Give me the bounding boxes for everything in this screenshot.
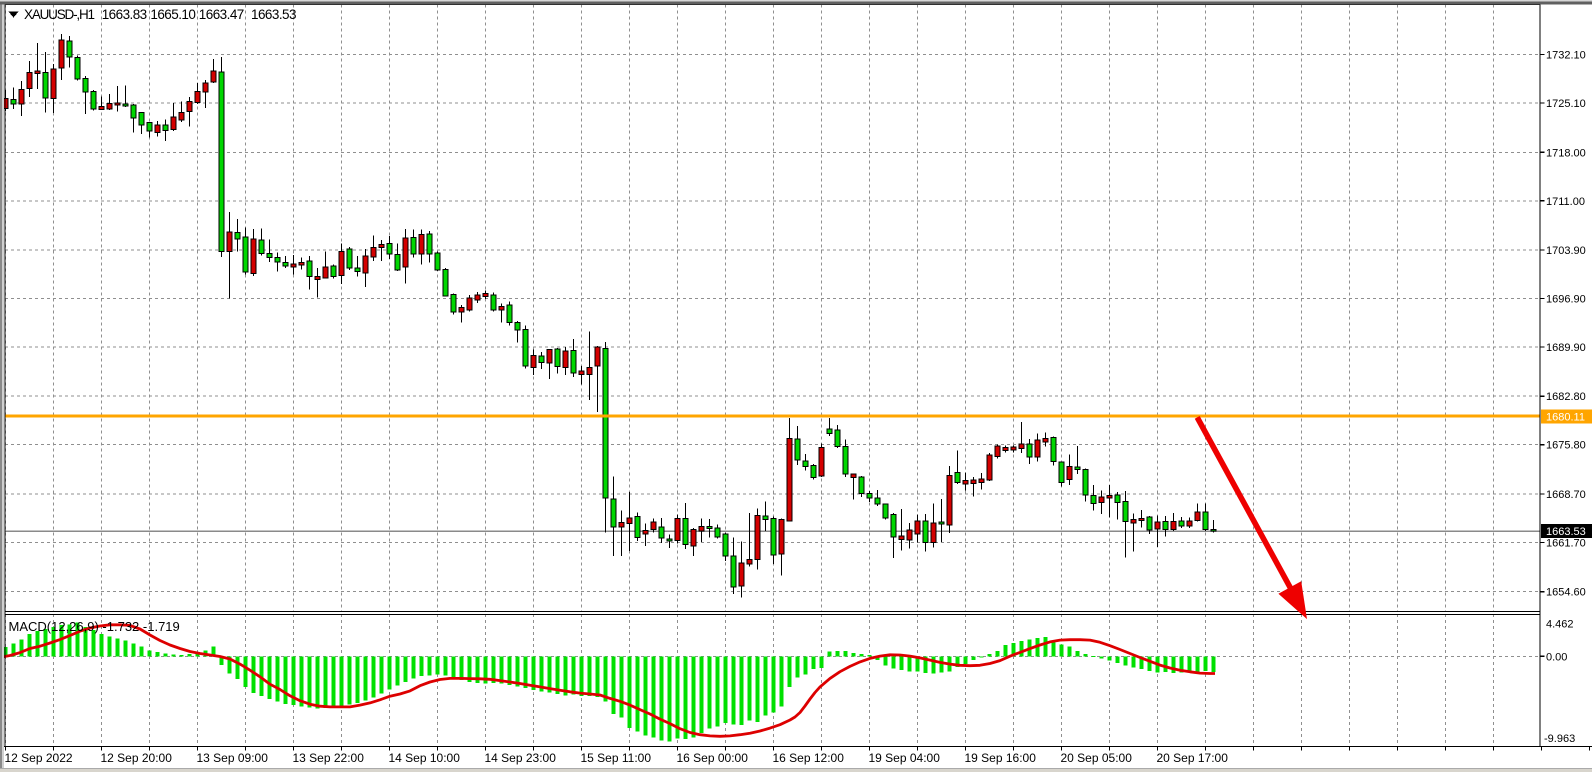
svg-text:1663.47: 1663.47 xyxy=(199,7,245,22)
svg-text:0.00: 0.00 xyxy=(1546,651,1567,663)
svg-text:1682.80: 1682.80 xyxy=(1546,391,1586,403)
svg-text:1680.11: 1680.11 xyxy=(1546,412,1585,424)
svg-text:13 Sep 22:00: 13 Sep 22:00 xyxy=(293,751,365,765)
svg-text:1732.10: 1732.10 xyxy=(1546,50,1586,62)
svg-text:4.462: 4.462 xyxy=(1546,619,1574,631)
svg-text:1665.10: 1665.10 xyxy=(150,7,196,22)
svg-text:19 Sep 16:00: 19 Sep 16:00 xyxy=(965,751,1037,765)
svg-text:14 Sep 23:00: 14 Sep 23:00 xyxy=(485,751,557,765)
svg-text:MACD(12,26,9) -1.732 -1.719: MACD(12,26,9) -1.732 -1.719 xyxy=(9,619,180,634)
svg-text:16 Sep 00:00: 16 Sep 00:00 xyxy=(677,751,749,765)
svg-text:1675.80: 1675.80 xyxy=(1546,440,1586,452)
svg-text:1689.90: 1689.90 xyxy=(1546,342,1586,354)
svg-text:1696.90: 1696.90 xyxy=(1546,294,1586,306)
svg-text:20 Sep 05:00: 20 Sep 05:00 xyxy=(1061,751,1133,765)
svg-text:1718.00: 1718.00 xyxy=(1546,147,1586,159)
svg-text:1711.00: 1711.00 xyxy=(1546,196,1585,208)
svg-text:20 Sep 17:00: 20 Sep 17:00 xyxy=(1157,751,1229,765)
svg-text:1663.53: 1663.53 xyxy=(1546,526,1586,538)
svg-text:-9.963: -9.963 xyxy=(1544,733,1575,745)
svg-text:1725.10: 1725.10 xyxy=(1546,98,1586,110)
svg-text:13 Sep 09:00: 13 Sep 09:00 xyxy=(197,751,269,765)
svg-text:12 Sep 20:00: 12 Sep 20:00 xyxy=(101,751,173,765)
svg-text:1661.70: 1661.70 xyxy=(1546,538,1586,550)
svg-text:1663.53: 1663.53 xyxy=(251,7,297,22)
svg-text:1668.70: 1668.70 xyxy=(1546,489,1586,501)
svg-text:12 Sep 2022: 12 Sep 2022 xyxy=(5,751,73,765)
svg-text:19 Sep 04:00: 19 Sep 04:00 xyxy=(869,751,941,765)
svg-text:15 Sep 11:00: 15 Sep 11:00 xyxy=(581,751,652,765)
svg-text:1663.83: 1663.83 xyxy=(102,7,148,22)
svg-text:1703.90: 1703.90 xyxy=(1546,245,1586,257)
svg-text:XAUUSD-,H1: XAUUSD-,H1 xyxy=(24,7,95,22)
svg-text:14 Sep 10:00: 14 Sep 10:00 xyxy=(389,751,461,765)
svg-text:1654.60: 1654.60 xyxy=(1546,587,1586,599)
svg-text:16 Sep 12:00: 16 Sep 12:00 xyxy=(773,751,845,765)
